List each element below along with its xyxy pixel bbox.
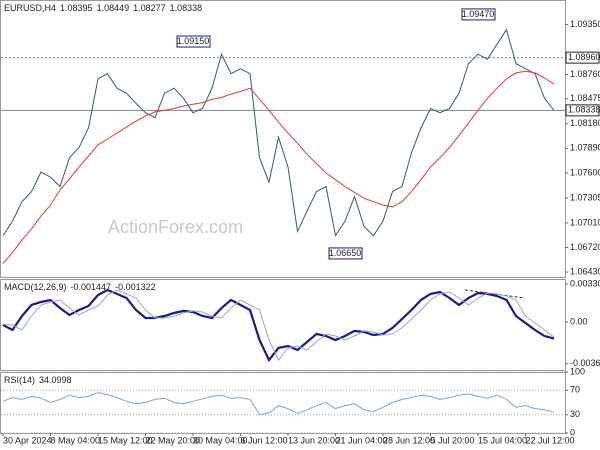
level-label: 1.08338 bbox=[568, 105, 600, 115]
panel-title: MACD(12,26,9) bbox=[4, 282, 67, 292]
x-tick-label: 6 Jun 12:00 bbox=[241, 435, 288, 445]
y-tick-label: 1.07305 bbox=[570, 192, 600, 202]
y-tick-label: 0 bbox=[570, 427, 575, 437]
rsi-frame bbox=[0, 372, 566, 434]
y-tick-label: 1.07010 bbox=[570, 217, 600, 227]
y-tick-label: 1.07890 bbox=[570, 143, 600, 153]
x-tick-label: 15 Jul 04:00 bbox=[478, 435, 527, 445]
series-line bbox=[2, 70, 555, 264]
y-tick-label: 1.06720 bbox=[570, 242, 600, 252]
panel-header: RSI(14) 34.0998 bbox=[4, 375, 72, 385]
macd-frame bbox=[0, 279, 566, 371]
series-line bbox=[2, 288, 555, 363]
y-tick-label: 1.06430 bbox=[570, 266, 600, 276]
y-tick-label: -0.003635 bbox=[570, 358, 600, 368]
x-tick-label: 5 Jul 20:00 bbox=[431, 435, 475, 445]
level-box bbox=[565, 104, 600, 117]
readout: 1.08277 bbox=[133, 3, 166, 13]
annotation-label: 1.09150 bbox=[177, 36, 210, 46]
x-tick-label: 13 Jun 20:00 bbox=[288, 435, 340, 445]
readout: 1.08395 bbox=[60, 3, 93, 13]
annotation-box bbox=[328, 247, 363, 260]
y-tick-label: 1.08180 bbox=[570, 118, 600, 128]
y-tick-label: 0.00 bbox=[570, 316, 588, 326]
readout: 34.0998 bbox=[39, 375, 72, 385]
y-tick-label: 70 bbox=[570, 385, 580, 395]
x-tick-label: 8 May 04:00 bbox=[51, 435, 101, 445]
panel-title: EURUSD,H4 bbox=[4, 3, 56, 13]
panel-header: MACD(12,26,9) -0.001447 -0.001322 bbox=[4, 282, 156, 292]
y-tick-label: 1.07600 bbox=[570, 167, 600, 177]
x-tick-label: 15 May 12:00 bbox=[98, 435, 153, 445]
level-label: 1.08960 bbox=[568, 52, 600, 62]
readout: -0.001447 bbox=[71, 282, 112, 292]
x-tick-label: 30 Apr 2024 bbox=[3, 435, 52, 445]
y-tick-label: 0.003308 bbox=[570, 278, 600, 288]
series-line bbox=[2, 289, 555, 361]
y-tick-label: 100 bbox=[570, 366, 585, 376]
level-box bbox=[565, 51, 600, 64]
annotation-label: 1.09470 bbox=[462, 9, 495, 19]
price-frame bbox=[0, 0, 566, 278]
series-line bbox=[2, 28, 555, 237]
y-tick-label: 1.09350 bbox=[570, 19, 600, 29]
annotation-label: 1.06650 bbox=[329, 248, 362, 258]
y-tick-label: 30 bbox=[570, 409, 580, 419]
x-tick-label: 22 May 20:00 bbox=[146, 435, 201, 445]
x-tick-label: 30 May 04:00 bbox=[193, 435, 248, 445]
readout: 1.08338 bbox=[170, 3, 203, 13]
annotation-box bbox=[461, 8, 496, 21]
x-tick-label: 22 Jul 12:00 bbox=[526, 435, 575, 445]
series-line bbox=[2, 392, 555, 416]
x-tick-label: 28 Jun 12:00 bbox=[383, 435, 435, 445]
annotation-box bbox=[176, 35, 211, 48]
y-tick-label: 1.08475 bbox=[570, 93, 600, 103]
panel-header: EURUSD,H4 1.08395 1.08449 1.08277 1.08338 bbox=[4, 3, 202, 13]
panel-title: RSI(14) bbox=[4, 375, 35, 385]
readout: -0.001322 bbox=[115, 282, 156, 292]
y-tick-label: 1.08760 bbox=[570, 69, 600, 79]
readout: 1.08449 bbox=[97, 3, 130, 13]
x-tick-label: 21 Jun 04:00 bbox=[336, 435, 388, 445]
watermark: ActionForex.com bbox=[108, 217, 243, 237]
